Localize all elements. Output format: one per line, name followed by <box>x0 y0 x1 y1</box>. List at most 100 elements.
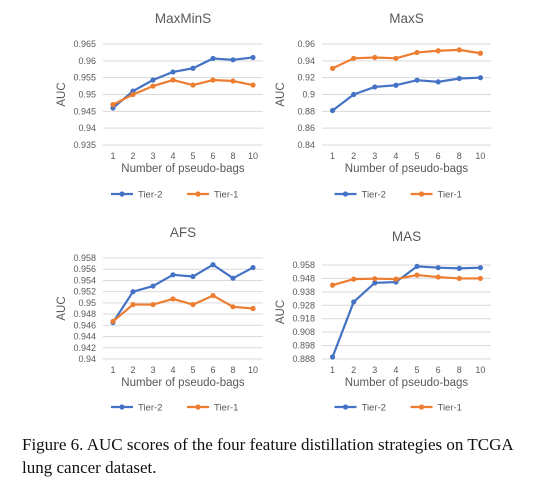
figure-caption: Figure 6. AUC scores of the four feature… <box>22 435 513 477</box>
x-tick-label: 5 <box>415 151 420 161</box>
legend-marker <box>119 404 125 410</box>
chart-panel-2: MaxS 0.84 0.86 0.88 0.9 0.92 0.94 0.96 1 2 3 4 5 6 8 10… <box>275 11 491 201</box>
data-point <box>150 301 156 308</box>
data-point <box>170 69 176 75</box>
data-point <box>110 318 116 325</box>
data-point <box>230 57 236 63</box>
data-point <box>170 296 176 302</box>
x-tick-label: 6 <box>210 365 215 375</box>
data-point <box>393 55 399 61</box>
data-point <box>329 65 336 72</box>
y-tick-label: 0.948 <box>73 309 96 319</box>
x-tick-label: 5 <box>415 365 420 375</box>
x-tick-label: 6 <box>436 365 441 375</box>
data-point <box>393 276 399 282</box>
data-point <box>190 273 196 280</box>
data-point <box>210 55 216 62</box>
y-tick-label: 0.898 <box>292 341 315 351</box>
y-tick-label: 0.908 <box>292 327 315 337</box>
data-point <box>372 54 378 61</box>
x-tick-label: 3 <box>372 365 377 375</box>
legend-label: Tier-2 <box>138 190 162 201</box>
data-point <box>110 102 116 108</box>
data-point <box>250 54 256 61</box>
legend-marker <box>119 191 125 197</box>
data-point <box>477 265 484 271</box>
y-tick-label: 0.965 <box>73 39 96 49</box>
data-point <box>477 275 484 282</box>
y-axis-label: AUC <box>56 82 68 106</box>
x-axis-label: Number of pseudo-bags <box>345 377 469 389</box>
data-point <box>130 301 136 308</box>
y-tick-label: 0.944 <box>73 332 96 342</box>
chart-title: AFS <box>170 225 196 240</box>
y-tick-label: 0.942 <box>73 343 96 353</box>
data-point <box>477 50 484 56</box>
x-tick-label: 8 <box>457 151 462 161</box>
x-tick-label: 1 <box>330 365 335 375</box>
data-point <box>414 77 420 83</box>
data-point <box>351 276 357 282</box>
y-tick-label: 0.952 <box>73 287 96 297</box>
x-axis-label: Number of pseudo-bags <box>345 163 469 175</box>
y-tick-label: 0.956 <box>73 264 96 274</box>
series-line-tier-2 <box>331 265 481 358</box>
data-point <box>351 55 357 61</box>
data-point <box>435 48 441 54</box>
legend-label: Tier-1 <box>214 403 238 414</box>
y-tick-label: 0.955 <box>73 73 96 83</box>
series-line-tier-2 <box>112 263 254 324</box>
legend-label: Tier-2 <box>362 190 386 201</box>
data-point <box>190 301 196 308</box>
legend-marker <box>342 191 349 197</box>
x-axis-label: Number of pseudo-bags <box>121 163 245 175</box>
legend-label: Tier-2 <box>138 403 162 414</box>
x-tick-label: 10 <box>248 151 258 161</box>
y-tick-label: 0.94 <box>297 56 315 66</box>
x-axis-label: Number of pseudo-bags <box>121 377 245 389</box>
y-tick-label: 0.946 <box>73 320 96 330</box>
data-point <box>150 77 156 83</box>
data-point <box>250 305 256 312</box>
chart-panel-4: MAS 0.888 0.898 0.908 0.918 0.928 0.938 0.948 0.… <box>275 229 491 414</box>
legend-marker <box>418 404 425 410</box>
data-point <box>230 78 236 84</box>
x-tick-label: 4 <box>393 365 398 375</box>
legend-label: Tier-2 <box>362 403 386 414</box>
data-point <box>190 82 196 88</box>
y-tick-label: 0.888 <box>292 354 315 364</box>
data-point <box>435 265 441 271</box>
data-point <box>150 283 156 289</box>
data-point <box>230 275 236 281</box>
data-point <box>456 265 462 271</box>
chart-title: MaxMinS <box>155 11 211 26</box>
y-tick-label: 0.945 <box>73 106 96 116</box>
legend-marker <box>195 191 201 197</box>
y-tick-label: 0.94 <box>78 354 96 364</box>
x-tick-label: 8 <box>457 365 462 375</box>
y-tick-label: 0.94 <box>78 123 96 133</box>
data-point <box>414 263 420 269</box>
y-tick-label: 0.88 <box>297 106 315 116</box>
x-tick-label: 2 <box>130 365 135 375</box>
data-point <box>329 107 336 114</box>
y-tick-label: 0.86 <box>297 123 315 133</box>
series-line-tier-1 <box>332 48 481 70</box>
data-point <box>130 91 136 98</box>
chart-title: MAS <box>392 229 421 244</box>
series-line-tier-1 <box>332 273 481 287</box>
data-point <box>130 289 136 295</box>
y-tick-label: 0.938 <box>292 287 315 297</box>
data-point <box>230 304 236 310</box>
x-tick-label: 8 <box>230 365 235 375</box>
y-tick-label: 0.948 <box>292 273 315 283</box>
y-tick-label: 0.918 <box>292 314 315 324</box>
series-line-tier-2 <box>331 76 481 112</box>
x-tick-label: 10 <box>475 365 485 375</box>
data-point <box>414 272 420 278</box>
data-point <box>456 47 462 53</box>
data-point <box>170 272 176 278</box>
chart-panel-1: MaxMinS 0.935 0.94 0.945 0.95 0.955 0.96 0.965 1… <box>56 11 263 201</box>
y-axis-label: AUC <box>56 296 68 320</box>
data-point <box>210 292 216 299</box>
